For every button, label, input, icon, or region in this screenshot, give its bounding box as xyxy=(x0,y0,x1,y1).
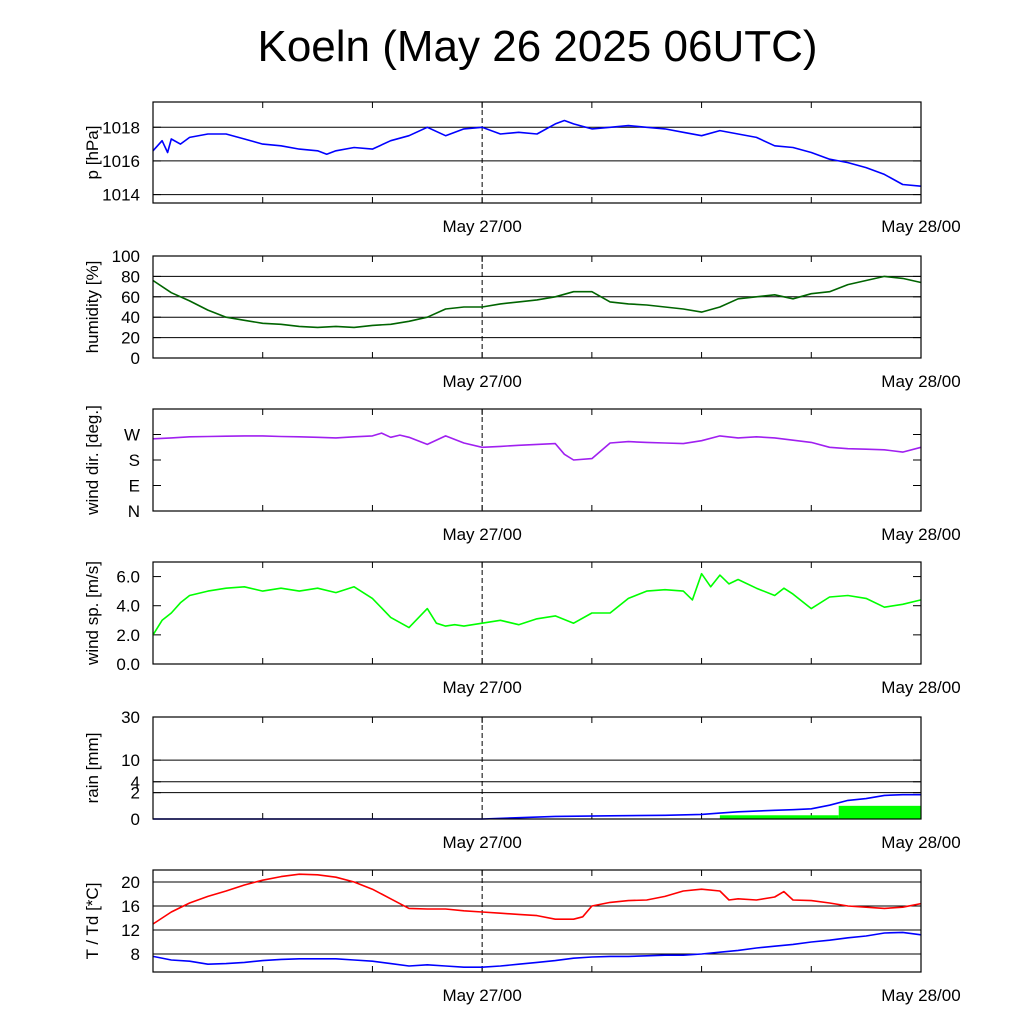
wind-speed-y-axis-label: wind sp. [m/s] xyxy=(83,561,102,666)
wind-speed-x-tick-label: May 27/00 xyxy=(442,678,521,697)
humidity-y-tick-label: 0 xyxy=(131,349,140,368)
temperature-y-tick-label: 20 xyxy=(121,873,140,892)
wind-direction-x-tick-label: May 28/00 xyxy=(881,525,960,544)
pressure-y-tick-label: 1018 xyxy=(102,118,140,137)
wind-direction-y-tick-label: N xyxy=(128,502,140,521)
humidity-y-tick-label: 20 xyxy=(121,329,140,348)
pressure-y-axis-label: p [hPa] xyxy=(83,126,102,180)
humidity-y-axis-label: humidity [%] xyxy=(83,261,102,354)
wind-direction-frame xyxy=(152,408,922,512)
temperature-y-axis-label: T / Td [*C] xyxy=(83,883,102,960)
wind-direction-y-tick-label: S xyxy=(129,451,140,470)
humidity-y-tick-label: 80 xyxy=(121,267,140,286)
rain-y-tick-label: 10 xyxy=(121,751,140,770)
wind-direction-y-tick-label: E xyxy=(129,477,140,496)
temperature-panel: 8 12 16 20 May 27/00 May 28/00 T / Td [*C] xyxy=(83,869,961,1005)
wind-direction-y-tick-label: W xyxy=(124,426,140,445)
humidity-y-tick-label: 100 xyxy=(112,247,140,266)
rain-rain-bar xyxy=(838,805,921,819)
rain-y-axis-label: rain [mm] xyxy=(83,733,102,804)
humidity-y-tick-label: 60 xyxy=(121,288,140,307)
temperature-series-line-1 xyxy=(152,873,922,925)
humidity-x-tick-label: May 28/00 xyxy=(881,372,960,391)
temperature-y-tick-label: 12 xyxy=(121,921,140,940)
pressure-x-tick-label: May 27/00 xyxy=(442,217,521,236)
rain-panel: 0 24 10 30 May 27/00 May 28/00 rain [mm] xyxy=(83,708,961,852)
wind-speed-x-tick-label: May 28/00 xyxy=(881,678,960,697)
rain-rain-bar xyxy=(719,815,839,819)
humidity-frame xyxy=(152,255,922,359)
rain-y-tick-label: 0 xyxy=(131,810,140,829)
wind-speed-y-tick-label: 2.0 xyxy=(116,626,140,645)
pressure-panel: 1014 1016 1018 May 27/00 May 28/00 p [hPa] xyxy=(83,101,961,236)
temperature-x-tick-label: May 28/00 xyxy=(881,986,960,1005)
temperature-frame xyxy=(152,869,922,973)
rain-frame xyxy=(152,716,922,820)
temperature-x-tick-label: May 27/00 xyxy=(442,986,521,1005)
wind-speed-y-tick-label: 0.0 xyxy=(116,655,140,674)
rain-x-tick-label: May 27/00 xyxy=(442,833,521,852)
rain-y-tick-label: 30 xyxy=(121,708,140,727)
temperature-y-tick-label: 16 xyxy=(121,897,140,916)
wind-direction-x-tick-label: May 27/00 xyxy=(442,525,521,544)
rain-x-tick-label: May 28/00 xyxy=(881,833,960,852)
pressure-y-tick-label: 1016 xyxy=(102,152,140,171)
chart-title: Koeln (May 26 2025 06UTC) xyxy=(257,22,818,71)
humidity-y-tick-label: 40 xyxy=(121,308,140,327)
temperature-y-tick-label: 8 xyxy=(131,945,140,964)
wind-speed-frame xyxy=(152,561,922,665)
rain-y-tick-label: 2 xyxy=(131,784,140,803)
wind-direction-series-line-1 xyxy=(152,432,922,461)
temperature-series-line-2 xyxy=(152,931,922,969)
wind-direction-y-axis-label: wind dir. [deg.] xyxy=(83,405,102,516)
humidity-x-tick-label: May 27/00 xyxy=(442,372,521,391)
humidity-series-line-1 xyxy=(152,275,922,329)
pressure-series-line-1 xyxy=(152,119,922,187)
wind-speed-y-tick-label: 4.0 xyxy=(116,597,140,616)
rain-y-tick-label: 4 xyxy=(131,773,140,792)
wind-speed-y-tick-label: 6.0 xyxy=(116,568,140,587)
pressure-frame xyxy=(152,101,922,204)
wind-speed-panel: 0.0 2.0 4.0 6.0 May 27/00 May 28/00 wind sp. [… xyxy=(83,561,961,697)
rain-series-line-1 xyxy=(153,793,921,820)
pressure-y-tick-label: 1014 xyxy=(102,186,140,205)
pressure-x-tick-label: May 28/00 xyxy=(881,217,960,236)
wind-speed-series-line-1 xyxy=(152,572,922,636)
